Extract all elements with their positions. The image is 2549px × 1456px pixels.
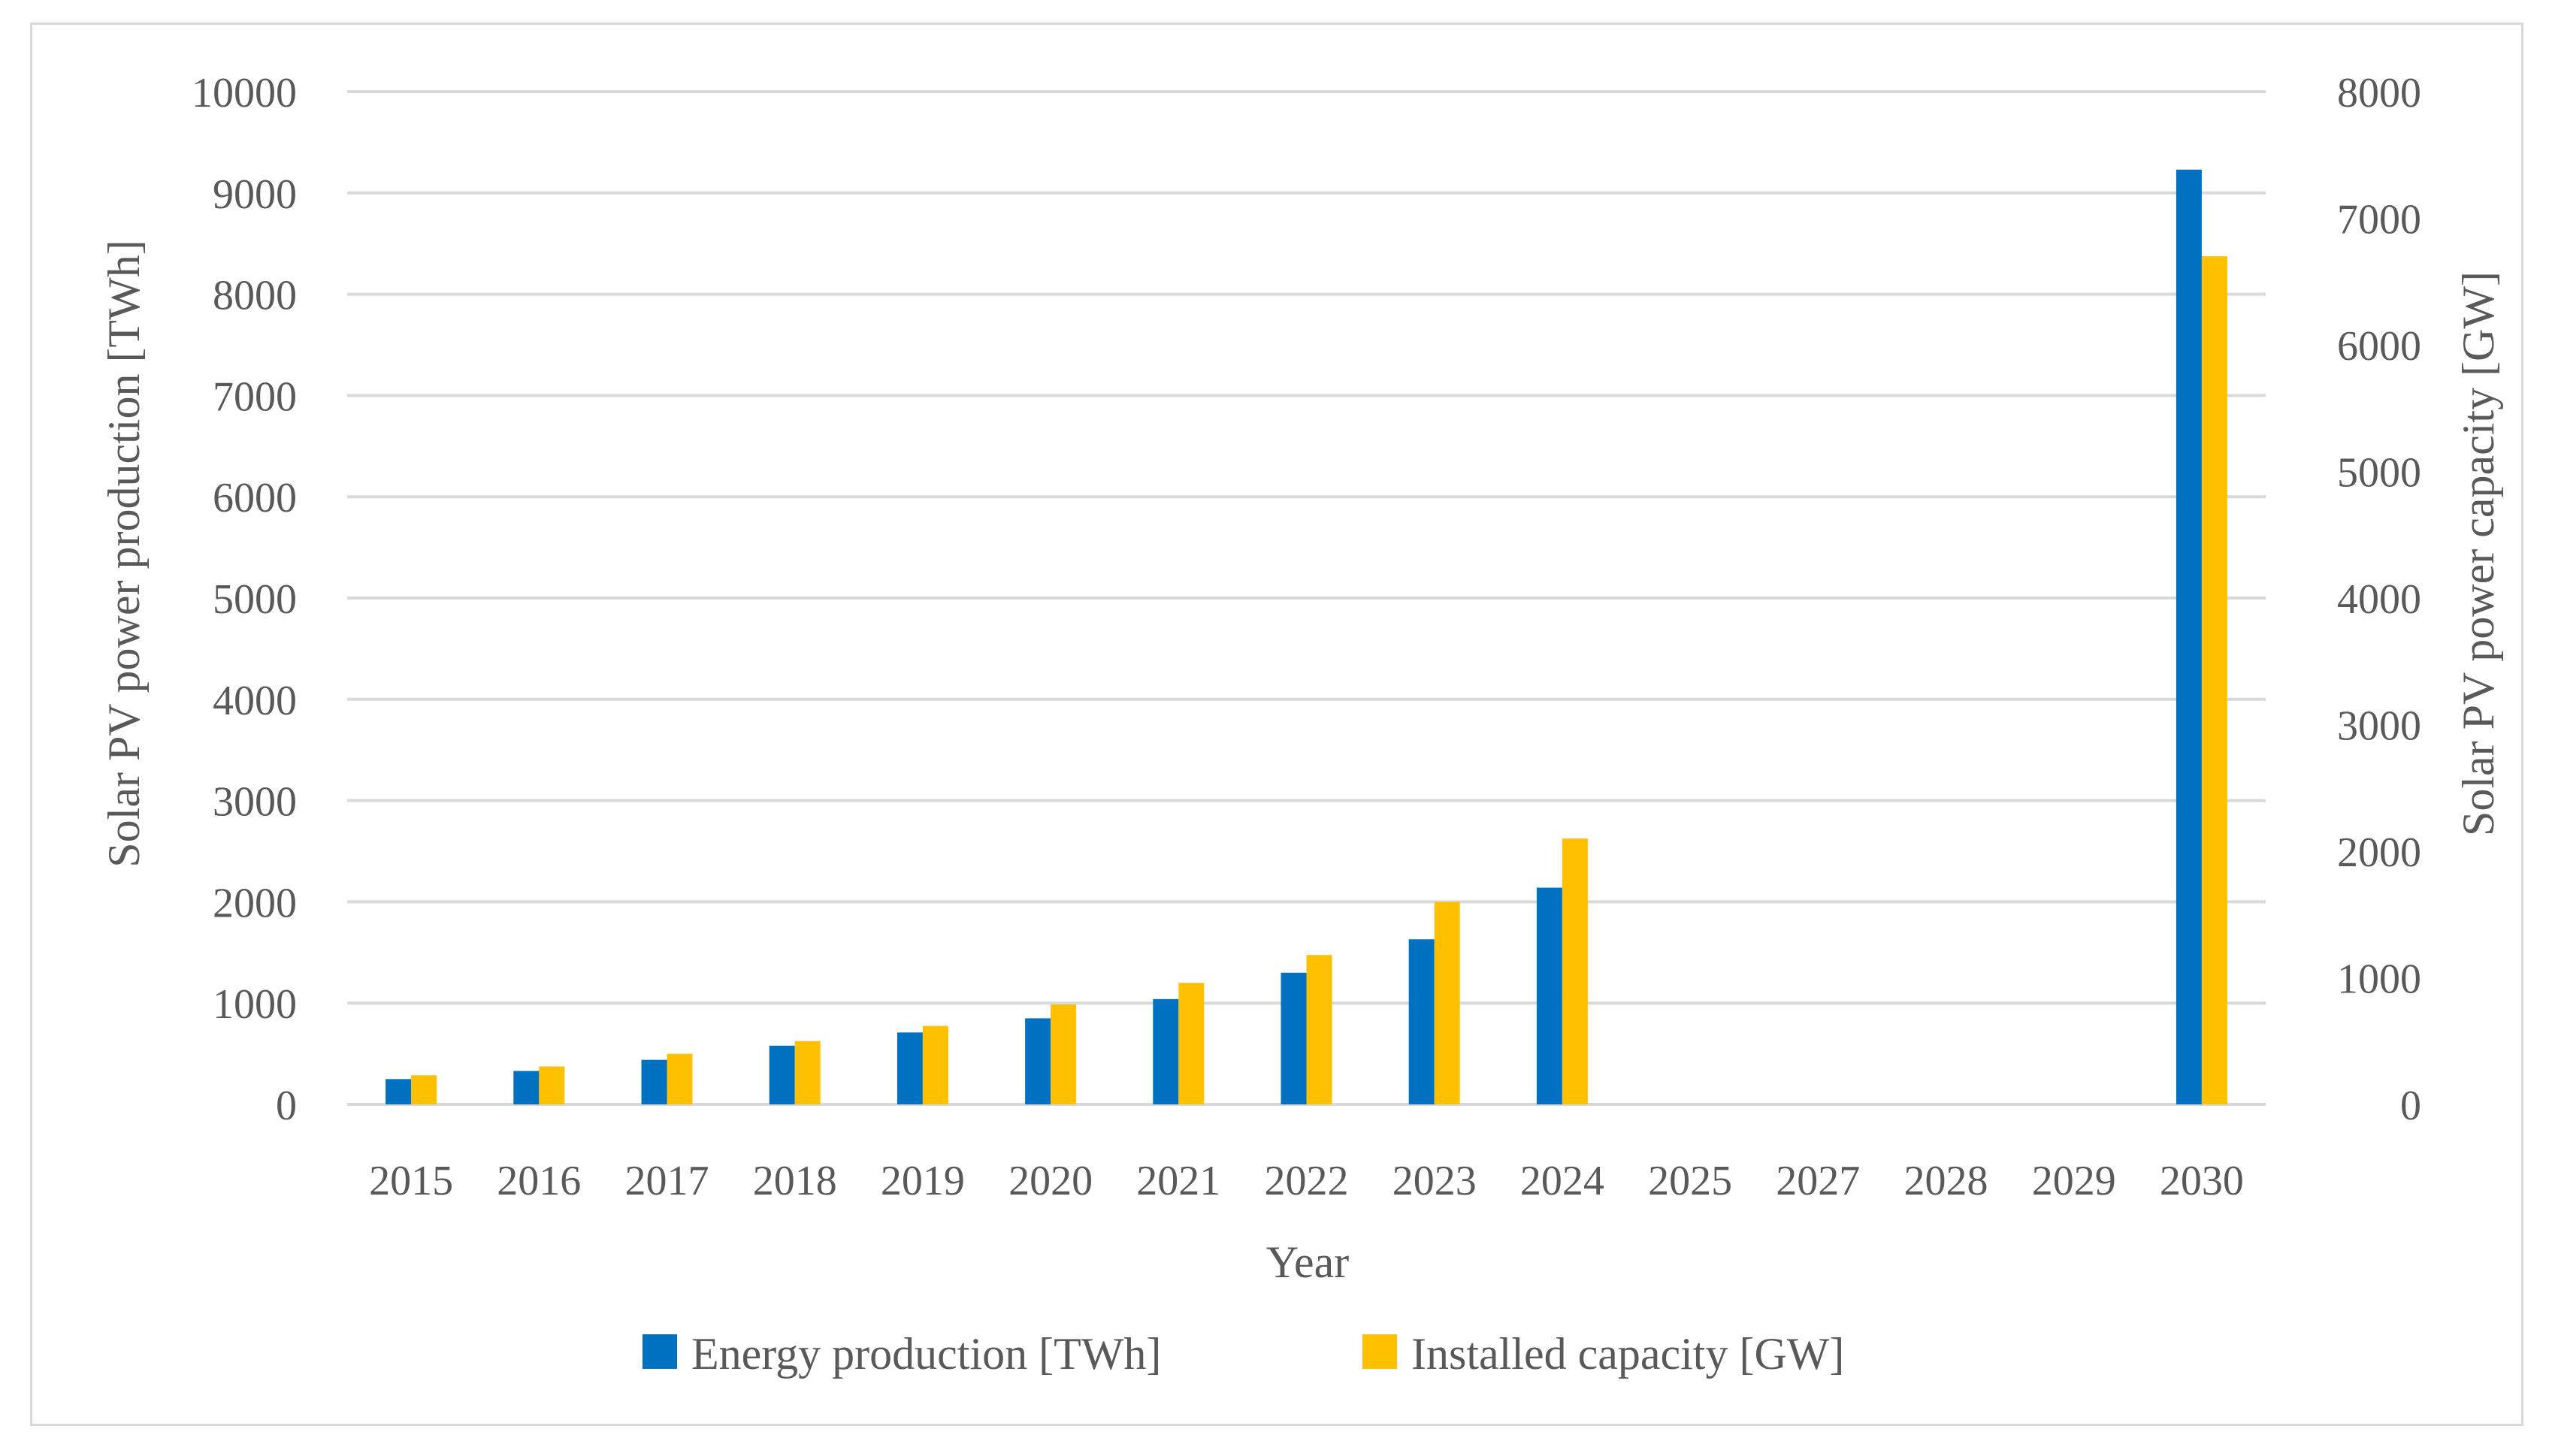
x-tick-label: 2029 bbox=[2032, 1158, 2116, 1204]
left-tick-label: 6000 bbox=[213, 475, 297, 521]
right-axis-title: Solar PV power capacity [GW] bbox=[2454, 271, 2503, 836]
right-axis-ticks: 0 1000 2000 3000 4000 5000 6000 7000 8000 bbox=[2337, 70, 2421, 1129]
bar-energy-production bbox=[1536, 887, 1562, 1104]
bar-energy-production bbox=[1281, 972, 1307, 1104]
legend-label-capacity: Installed capacity [GW] bbox=[1411, 1329, 1844, 1379]
left-tick-label: 9000 bbox=[213, 171, 297, 218]
left-tick-label: 10000 bbox=[192, 70, 297, 116]
right-tick-label: 7000 bbox=[2337, 197, 2421, 243]
bar-energy-production bbox=[1153, 998, 1179, 1104]
bar-energy-production bbox=[897, 1032, 923, 1104]
left-tick-label: 7000 bbox=[213, 373, 297, 420]
left-axis-ticks: 0 1000 2000 3000 4000 5000 6000 7000 8000 9000 100… bbox=[192, 70, 297, 1129]
x-tick-label: 2017 bbox=[625, 1158, 709, 1204]
x-tick-label: 2030 bbox=[2160, 1158, 2244, 1204]
bar-energy-production bbox=[769, 1045, 795, 1104]
x-tick-label: 2016 bbox=[497, 1158, 581, 1204]
left-tick-label: 3000 bbox=[213, 779, 297, 826]
x-tick-label: 2019 bbox=[881, 1158, 965, 1204]
x-tick-label: 2028 bbox=[1904, 1158, 1988, 1204]
left-tick-label: 8000 bbox=[213, 273, 297, 319]
legend: Energy production [TWh] Installed capaci… bbox=[643, 1329, 1844, 1379]
right-tick-label: 8000 bbox=[2337, 70, 2421, 116]
right-tick-label: 2000 bbox=[2337, 829, 2421, 876]
gridlines bbox=[347, 90, 2266, 1106]
right-tick-label: 3000 bbox=[2337, 703, 2421, 750]
bar-installed-capacity bbox=[1306, 955, 1332, 1104]
x-axis-ticks: 2015 2016 2017 2018 2019 2020 2021 2022 2023 2024… bbox=[369, 1158, 2244, 1204]
bar-energy-production bbox=[386, 1079, 412, 1104]
bar-installed-capacity bbox=[1434, 902, 1460, 1104]
x-tick-label: 2021 bbox=[1136, 1158, 1220, 1204]
left-tick-label: 2000 bbox=[213, 880, 297, 926]
bar-installed-capacity bbox=[1178, 983, 1205, 1104]
right-tick-label: 4000 bbox=[2337, 576, 2421, 623]
bar-installed-capacity bbox=[922, 1026, 948, 1104]
right-tick-label: 0 bbox=[2400, 1083, 2421, 1129]
right-tick-label: 6000 bbox=[2337, 323, 2421, 370]
x-tick-label: 2027 bbox=[1776, 1158, 1860, 1204]
bar-installed-capacity bbox=[1562, 838, 1588, 1104]
bar-energy-production bbox=[2176, 169, 2202, 1104]
left-axis-title: Solar PV power production [TWh] bbox=[99, 240, 149, 867]
x-tick-label: 2020 bbox=[1008, 1158, 1093, 1204]
left-tick-label: 0 bbox=[276, 1083, 297, 1129]
left-tick-label: 4000 bbox=[213, 678, 297, 724]
bar-energy-production bbox=[1408, 939, 1435, 1104]
bar-energy-production bbox=[513, 1071, 540, 1104]
bars bbox=[386, 169, 2227, 1104]
bar-installed-capacity bbox=[667, 1053, 693, 1104]
bar-installed-capacity bbox=[2201, 256, 2227, 1104]
bar-energy-production bbox=[1025, 1018, 1051, 1104]
chart-frame bbox=[30, 23, 2523, 1426]
x-tick-label: 2025 bbox=[1648, 1158, 1732, 1204]
x-tick-label: 2023 bbox=[1392, 1158, 1477, 1204]
legend-swatch-capacity bbox=[1362, 1334, 1397, 1369]
right-tick-label: 1000 bbox=[2337, 956, 2421, 1003]
x-tick-label: 2024 bbox=[1520, 1158, 1604, 1204]
bar-energy-production bbox=[641, 1059, 667, 1104]
x-axis-title: Year bbox=[1266, 1237, 1350, 1287]
legend-label-energy: Energy production [TWh] bbox=[691, 1329, 1161, 1379]
x-tick-label: 2018 bbox=[753, 1158, 837, 1204]
right-tick-label: 5000 bbox=[2337, 450, 2421, 497]
x-tick-label: 2015 bbox=[369, 1158, 453, 1204]
bar-installed-capacity bbox=[411, 1075, 437, 1104]
bar-installed-capacity bbox=[794, 1041, 821, 1104]
left-tick-label: 5000 bbox=[213, 576, 297, 623]
bar-installed-capacity bbox=[539, 1066, 565, 1104]
left-tick-label: 1000 bbox=[213, 981, 297, 1028]
legend-swatch-energy bbox=[643, 1334, 677, 1369]
bar-installed-capacity bbox=[1051, 1004, 1077, 1104]
x-tick-label: 2022 bbox=[1265, 1158, 1349, 1204]
